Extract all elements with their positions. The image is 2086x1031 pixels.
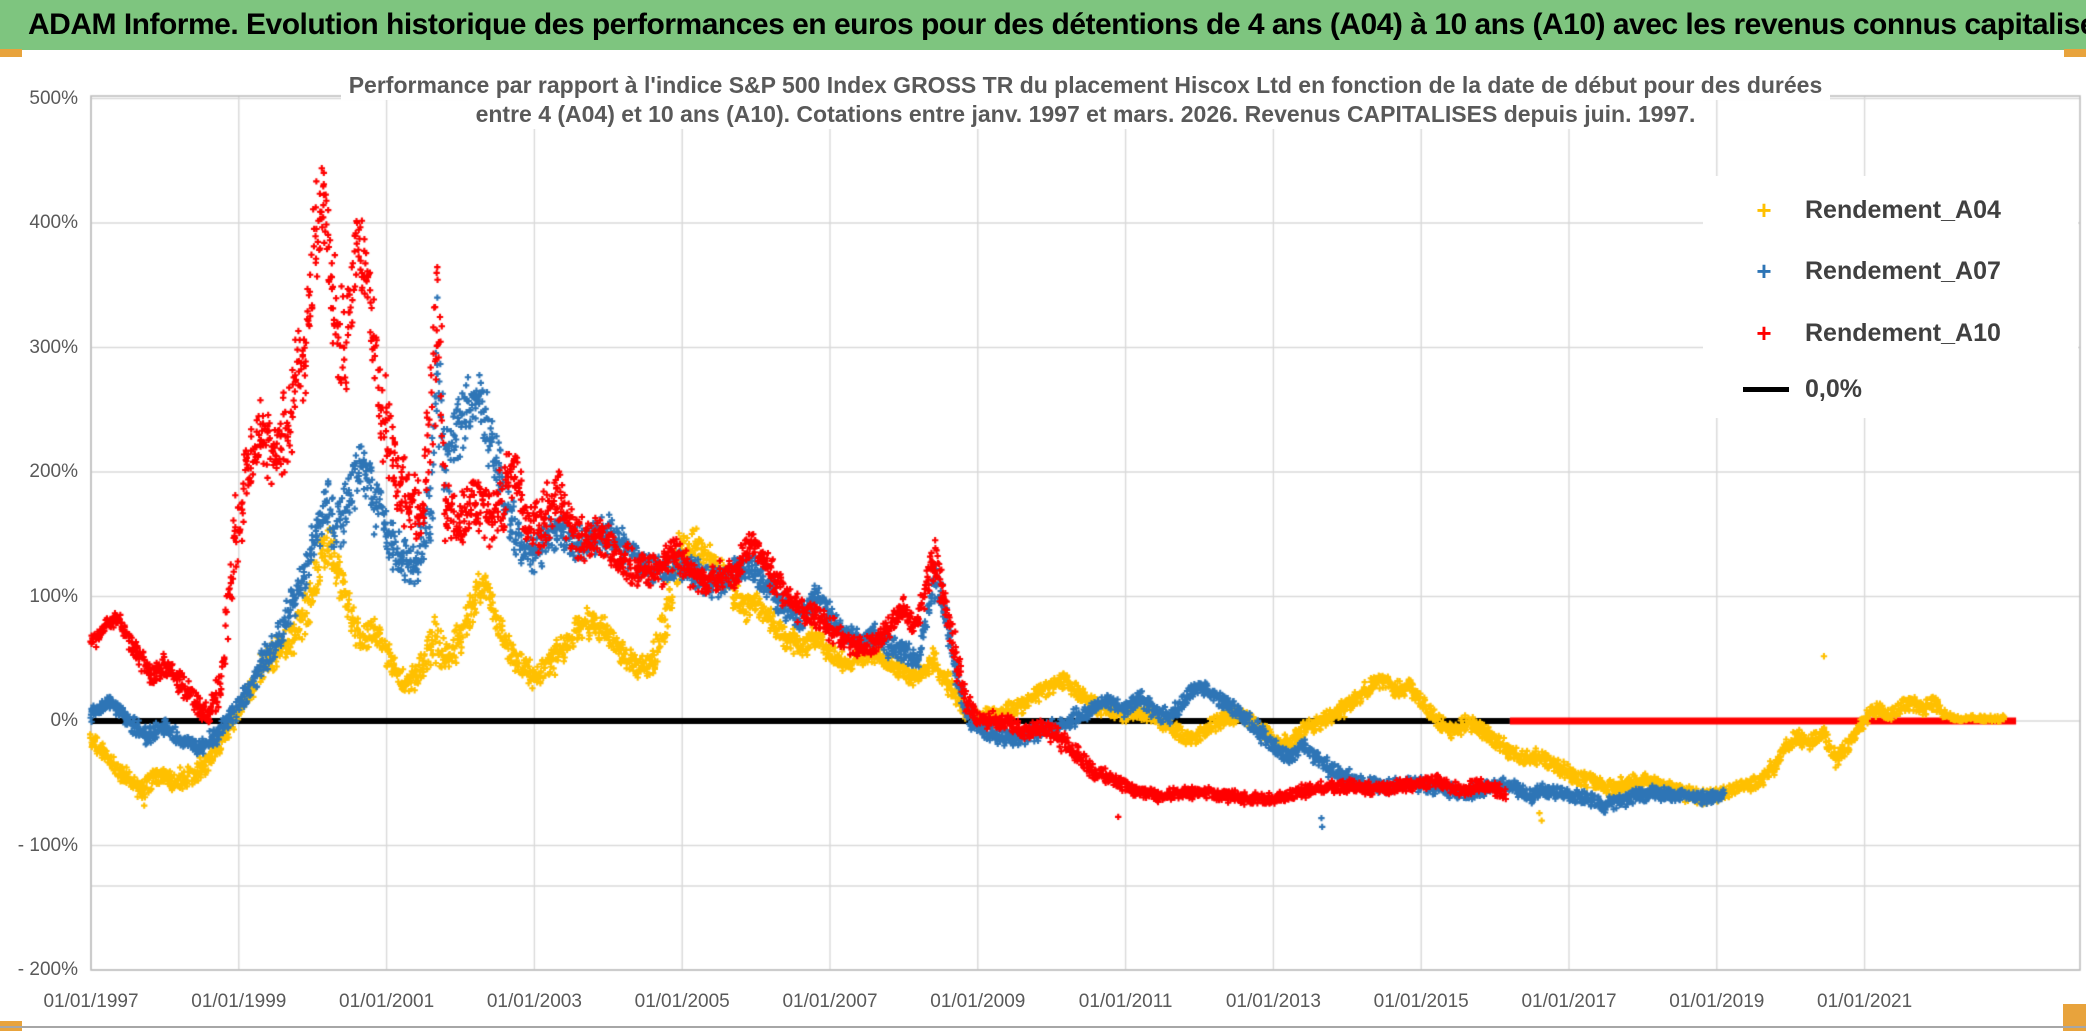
y-axis-label: 200%: [29, 461, 78, 482]
x-axis-label: 01/01/1997: [43, 991, 139, 1012]
legend-item-rendement-a10[interactable]: + Rendement_A10: [1703, 316, 2078, 350]
plus-marker-icon: +: [1756, 195, 1772, 225]
plus-marker-icon: +: [1756, 256, 1772, 286]
x-axis-label: 01/01/2003: [486, 991, 582, 1012]
zero-line-icon: [1743, 386, 1789, 392]
legend-label: Rendement_A04: [1805, 195, 2001, 224]
y-axis-label: - 100%: [17, 834, 78, 856]
selection-handle-top-right: [2064, 49, 2086, 57]
x-axis-label: 01/01/2017: [1521, 991, 1617, 1012]
legend-item-zero-line[interactable]: 0,0%: [1703, 372, 2078, 406]
x-axis-label: 01/01/2009: [930, 991, 1026, 1012]
legend-label: Rendement_A07: [1805, 256, 2001, 285]
legend-label: 0,0%: [1805, 374, 1862, 403]
x-axis-label: 01/01/2015: [1373, 991, 1469, 1012]
x-axis-label: 01/01/2005: [634, 991, 730, 1012]
plus-marker-icon: +: [1756, 318, 1772, 348]
x-axis-label: 01/01/1999: [191, 991, 287, 1012]
y-axis-label: 0%: [50, 710, 78, 731]
window-bottom-edge: [0, 1026, 2086, 1028]
chart-legend[interactable]: + Rendement_A04 + Rendement_A07 + Rendem…: [1703, 176, 2078, 418]
x-axis-label: 01/01/2019: [1669, 991, 1765, 1012]
y-axis-label: 500%: [29, 87, 78, 109]
x-axis-label: 01/01/2021: [1817, 991, 1913, 1012]
y-axis-label: 300%: [29, 336, 78, 358]
legend-item-rendement-a04[interactable]: + Rendement_A04: [1703, 193, 2078, 227]
y-axis-label: - 200%: [17, 959, 78, 980]
x-axis-label: 01/01/2007: [782, 991, 878, 1012]
x-axis-label: 01/01/2011: [1078, 991, 1173, 1012]
legend-label: Rendement_A10: [1805, 318, 2001, 347]
x-axis-label: 01/01/2001: [339, 991, 435, 1012]
y-axis-label: 100%: [29, 585, 78, 607]
selection-handle-top-left: [0, 49, 22, 57]
x-axis-label: 01/01/2013: [1225, 991, 1321, 1012]
selection-handle-bottom-right: [2063, 1004, 2086, 1031]
legend-item-rendement-a07[interactable]: + Rendement_A07: [1703, 254, 2078, 288]
y-axis-label: 400%: [29, 212, 78, 233]
